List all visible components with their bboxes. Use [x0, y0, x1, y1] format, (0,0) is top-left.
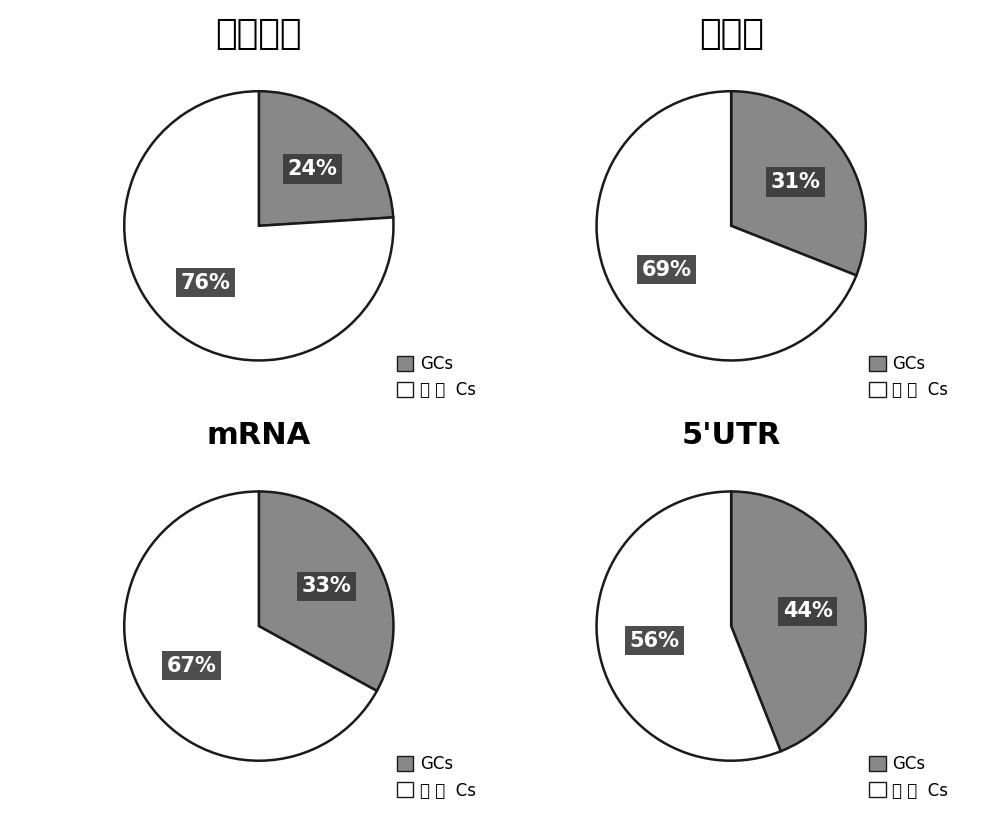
Text: 56%: 56% — [629, 631, 679, 650]
Wedge shape — [124, 492, 377, 761]
Legend: GCs, 其 他  Cs: GCs, 其 他 Cs — [393, 752, 479, 803]
Text: 69%: 69% — [642, 260, 692, 279]
Wedge shape — [597, 92, 856, 360]
Text: 76%: 76% — [180, 273, 230, 292]
Legend: GCs, 其 他  Cs: GCs, 其 他 Cs — [866, 351, 952, 403]
Wedge shape — [259, 92, 393, 225]
Legend: GCs, 其 他  Cs: GCs, 其 他 Cs — [866, 752, 952, 803]
Wedge shape — [124, 92, 393, 360]
Title: 5'UTR: 5'UTR — [681, 421, 781, 450]
Text: 44%: 44% — [783, 601, 833, 622]
Wedge shape — [259, 492, 393, 691]
Wedge shape — [597, 492, 781, 761]
Text: 24%: 24% — [287, 159, 337, 179]
Title: mRNA: mRNA — [207, 421, 311, 450]
Wedge shape — [731, 492, 866, 752]
Wedge shape — [731, 92, 866, 275]
Legend: GCs, 其 他  Cs: GCs, 其 他 Cs — [393, 351, 479, 403]
Text: 67%: 67% — [167, 656, 217, 676]
Text: 33%: 33% — [301, 576, 351, 596]
Text: 31%: 31% — [771, 172, 821, 192]
Title: 全基因组: 全基因组 — [216, 16, 302, 51]
Title: 启动子: 启动子 — [699, 16, 764, 51]
